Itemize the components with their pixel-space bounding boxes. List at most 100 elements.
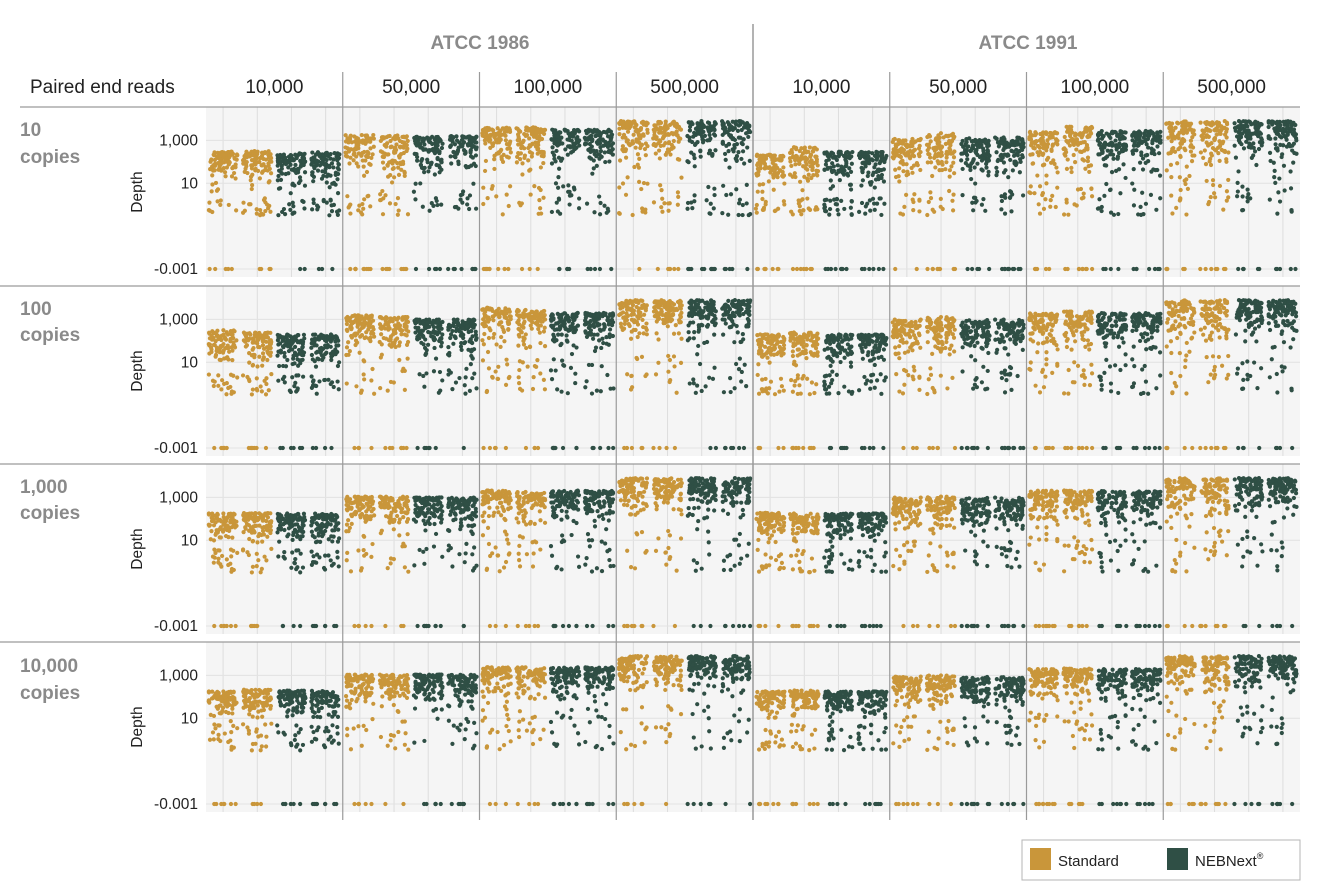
data-point <box>487 266 492 272</box>
data-point <box>973 181 978 186</box>
data-point <box>1226 195 1231 200</box>
data-point <box>938 204 943 209</box>
data-point <box>518 129 523 134</box>
data-point <box>804 156 809 162</box>
data-point <box>1235 194 1240 199</box>
data-point <box>912 147 918 152</box>
data-point <box>370 325 375 330</box>
data-point <box>981 197 986 202</box>
data-point <box>668 152 673 157</box>
data-point <box>553 159 558 164</box>
data-point <box>524 345 529 351</box>
data-point <box>812 145 818 150</box>
data-point <box>455 149 460 154</box>
data-point <box>329 203 334 208</box>
data-point <box>974 142 979 148</box>
data-point <box>1166 135 1171 140</box>
data-point <box>1009 139 1014 144</box>
data-point <box>637 266 642 272</box>
data-point <box>531 374 536 380</box>
data-point <box>315 356 320 361</box>
data-point <box>514 160 519 165</box>
data-point <box>977 154 982 160</box>
data-point <box>711 266 717 272</box>
data-point <box>617 131 622 137</box>
data-point <box>393 201 398 207</box>
data-point <box>463 164 468 169</box>
data-point <box>944 151 949 157</box>
data-point <box>434 139 440 144</box>
data-point <box>229 149 234 155</box>
data-point <box>360 158 365 163</box>
data-point <box>857 209 862 214</box>
data-point <box>526 145 531 151</box>
data-point <box>837 177 842 183</box>
data-point <box>848 187 854 192</box>
data-point <box>756 172 761 178</box>
data-point <box>634 139 639 144</box>
data-point <box>689 150 694 155</box>
data-point <box>1217 158 1222 163</box>
data-point <box>1233 155 1239 160</box>
data-point <box>207 266 212 272</box>
data-point <box>1029 140 1034 146</box>
data-point <box>1232 143 1237 148</box>
data-point <box>504 154 510 159</box>
data-point <box>523 133 528 138</box>
data-point <box>1014 147 1019 152</box>
data-point <box>276 157 281 162</box>
data-point <box>834 197 840 202</box>
data-point <box>1075 140 1080 145</box>
data-point <box>516 343 521 348</box>
data-point <box>535 358 540 363</box>
data-point <box>1140 190 1145 195</box>
data-point <box>525 128 530 133</box>
data-point <box>290 347 295 352</box>
data-point <box>207 336 212 341</box>
data-point <box>972 165 977 170</box>
data-point <box>633 145 638 150</box>
data-point <box>335 165 340 171</box>
data-point <box>480 358 486 363</box>
data-point <box>730 136 735 142</box>
data-point <box>538 206 543 211</box>
data-point <box>321 199 326 204</box>
data-point <box>354 147 359 152</box>
data-point <box>1187 173 1192 179</box>
data-point <box>255 151 260 157</box>
data-point <box>1188 144 1193 149</box>
data-point <box>385 321 390 326</box>
data-point <box>530 386 536 392</box>
data-point <box>344 150 349 156</box>
data-point <box>947 174 952 179</box>
data-point <box>1143 201 1149 206</box>
data-point <box>356 164 361 169</box>
data-point <box>522 319 527 324</box>
data-point <box>740 212 745 218</box>
data-point <box>370 152 375 157</box>
data-point <box>264 376 269 381</box>
data-point <box>760 196 765 202</box>
data-point <box>720 120 726 126</box>
data-point <box>743 122 748 127</box>
data-point <box>292 183 297 188</box>
data-point <box>329 161 335 166</box>
data-point <box>553 368 558 373</box>
data-point <box>704 198 709 203</box>
data-point <box>1073 131 1078 136</box>
data-point <box>904 142 909 147</box>
data-point <box>695 139 700 145</box>
data-point <box>482 138 487 143</box>
data-point <box>451 341 456 346</box>
data-point <box>1002 152 1007 157</box>
data-point <box>565 152 570 157</box>
data-point <box>1209 123 1214 128</box>
data-point <box>282 354 287 359</box>
panel-background <box>753 286 890 456</box>
data-point <box>208 159 213 164</box>
data-point <box>846 154 851 159</box>
data-point <box>263 157 269 162</box>
data-point <box>552 153 557 158</box>
data-point <box>1238 132 1243 137</box>
data-point <box>734 158 739 163</box>
